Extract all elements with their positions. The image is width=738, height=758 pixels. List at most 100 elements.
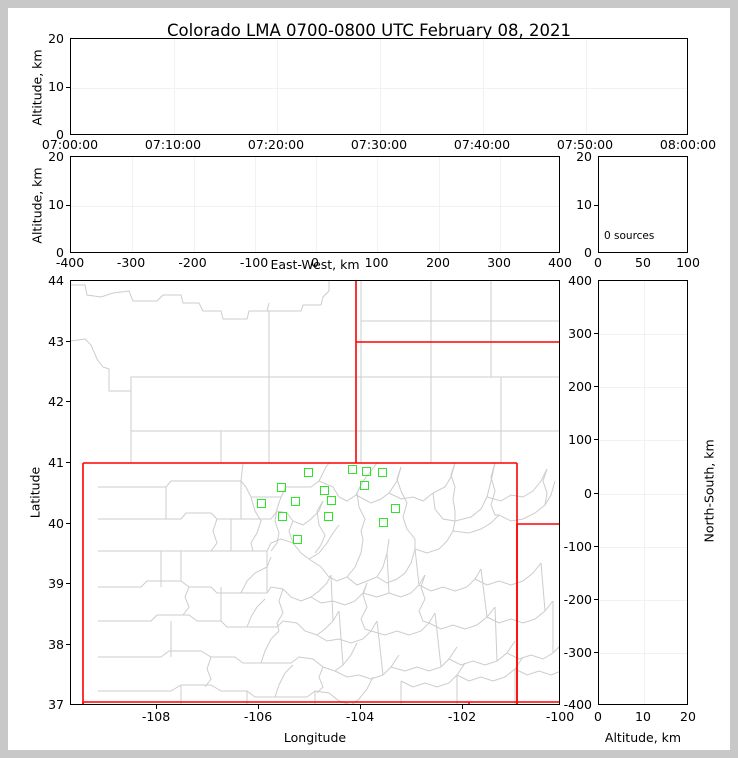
- ytick-mark: [594, 333, 598, 334]
- xtick-label: -300: [116, 255, 146, 270]
- station-marker: [327, 496, 336, 505]
- xtick-label: 200: [426, 255, 450, 270]
- xtick-label: 0: [311, 255, 319, 270]
- gridline: [71, 87, 687, 89]
- ytick-label: 300: [568, 326, 592, 341]
- station-marker: [379, 518, 388, 527]
- gridline: [277, 39, 278, 134]
- page-title: Colorado LMA 0700-0800 UTC February 08, …: [167, 21, 571, 40]
- gridline: [71, 205, 559, 207]
- map-geometry: [71, 281, 559, 704]
- gridline: [599, 547, 687, 548]
- gridline: [132, 157, 133, 252]
- ytick-label: 44: [48, 273, 64, 288]
- xtick-label: -108: [141, 709, 171, 724]
- xtick-label: 400: [548, 255, 572, 270]
- ytick-label: 10: [48, 79, 64, 94]
- ytick-mark: [66, 86, 70, 88]
- ytick-label: 37: [48, 697, 64, 712]
- gridline: [500, 157, 501, 252]
- panel-map-ylabel: Latitude: [27, 466, 43, 519]
- xtick-label: 20: [680, 709, 696, 724]
- station-marker: [304, 468, 313, 477]
- ytick-label: 200: [568, 379, 592, 394]
- ytick-label: 10: [48, 197, 64, 212]
- station-marker: [291, 497, 300, 506]
- ytick-mark: [594, 386, 598, 387]
- ytick-label: 0: [584, 245, 592, 260]
- ytick-label: 10: [576, 197, 592, 212]
- panel-east-west-height[interactable]: [70, 156, 560, 253]
- ytick-mark: [594, 439, 598, 440]
- ytick-mark: [66, 523, 70, 524]
- panel-plan-view-map[interactable]: [70, 280, 560, 705]
- xtick-label: 0: [594, 709, 602, 724]
- ytick-mark: [66, 204, 70, 206]
- panel-altitude-north-south-ylabel: North-South, km: [701, 439, 717, 543]
- gridline: [174, 39, 175, 134]
- ytick-label: 42: [48, 394, 64, 409]
- ytick-mark: [594, 546, 598, 547]
- ytick-label: 38: [48, 637, 64, 652]
- gridline: [316, 157, 317, 252]
- panel-map-xlabel: Longitude: [283, 730, 347, 745]
- xtick-label: 0: [594, 255, 602, 270]
- ytick-label: -400: [563, 697, 592, 712]
- ytick-mark: [66, 401, 70, 402]
- xtick-label: 08:00:00: [659, 137, 717, 152]
- ytick-label: 43: [48, 334, 64, 349]
- xtick-mark: [156, 705, 157, 709]
- ytick-label: -300: [563, 645, 592, 660]
- ytick-mark: [594, 493, 598, 494]
- gridline: [380, 39, 381, 134]
- gridline: [599, 334, 687, 335]
- gridline: [483, 39, 484, 134]
- gridline: [586, 39, 587, 134]
- ytick-label: 40: [48, 516, 64, 531]
- station-marker: [277, 483, 286, 492]
- ytick-label: 20: [48, 31, 64, 46]
- xtick-label: 07:20:00: [247, 137, 305, 152]
- ytick-label: -200: [563, 592, 592, 607]
- gridline: [438, 157, 440, 252]
- panel-altitude-north-south[interactable]: [598, 280, 688, 705]
- xtick-label: 10: [635, 709, 651, 724]
- ytick-label: 0: [56, 127, 64, 142]
- xtick-mark: [258, 705, 259, 709]
- ytick-label: 20: [48, 149, 64, 164]
- figure-canvas: Colorado LMA 0700-0800 UTC February 08, …: [8, 8, 730, 750]
- station-marker: [278, 512, 287, 521]
- ytick-mark: [594, 652, 598, 653]
- station-marker: [257, 499, 266, 508]
- xtick-label: -400: [55, 255, 85, 270]
- xtick-label: 100: [676, 255, 700, 270]
- panel-time-height-ylabel: Altitude, km: [29, 49, 45, 126]
- ytick-mark: [66, 341, 70, 342]
- xtick-label: 100: [364, 255, 389, 270]
- xtick-label: -106: [243, 709, 273, 724]
- ytick-mark: [66, 644, 70, 645]
- ytick-label: -100: [563, 539, 592, 554]
- gridline: [377, 157, 378, 252]
- station-marker: [348, 465, 357, 474]
- station-marker: [378, 468, 387, 477]
- xtick-label: 07:40:00: [453, 137, 511, 152]
- station-marker: [320, 486, 329, 495]
- gridline: [255, 157, 256, 252]
- panel-time-height[interactable]: [70, 38, 688, 135]
- ytick-mark: [66, 462, 70, 463]
- xtick-label: 07:00:00: [41, 137, 99, 152]
- ytick-mark: [66, 583, 70, 584]
- ytick-label: 39: [48, 576, 64, 591]
- xtick-label: -100: [239, 255, 269, 270]
- station-marker: [293, 535, 302, 544]
- ytick-label: 20: [576, 149, 592, 164]
- panel-altitude-histogram[interactable]: 0 sources: [598, 156, 688, 253]
- ytick-label: 400: [568, 273, 592, 288]
- xtick-label: 07:30:00: [350, 137, 408, 152]
- gridline: [599, 440, 687, 441]
- station-marker: [360, 481, 369, 490]
- panel-east-west-height-ylabel: Altitude, km: [29, 167, 45, 244]
- xtick-mark: [462, 705, 463, 709]
